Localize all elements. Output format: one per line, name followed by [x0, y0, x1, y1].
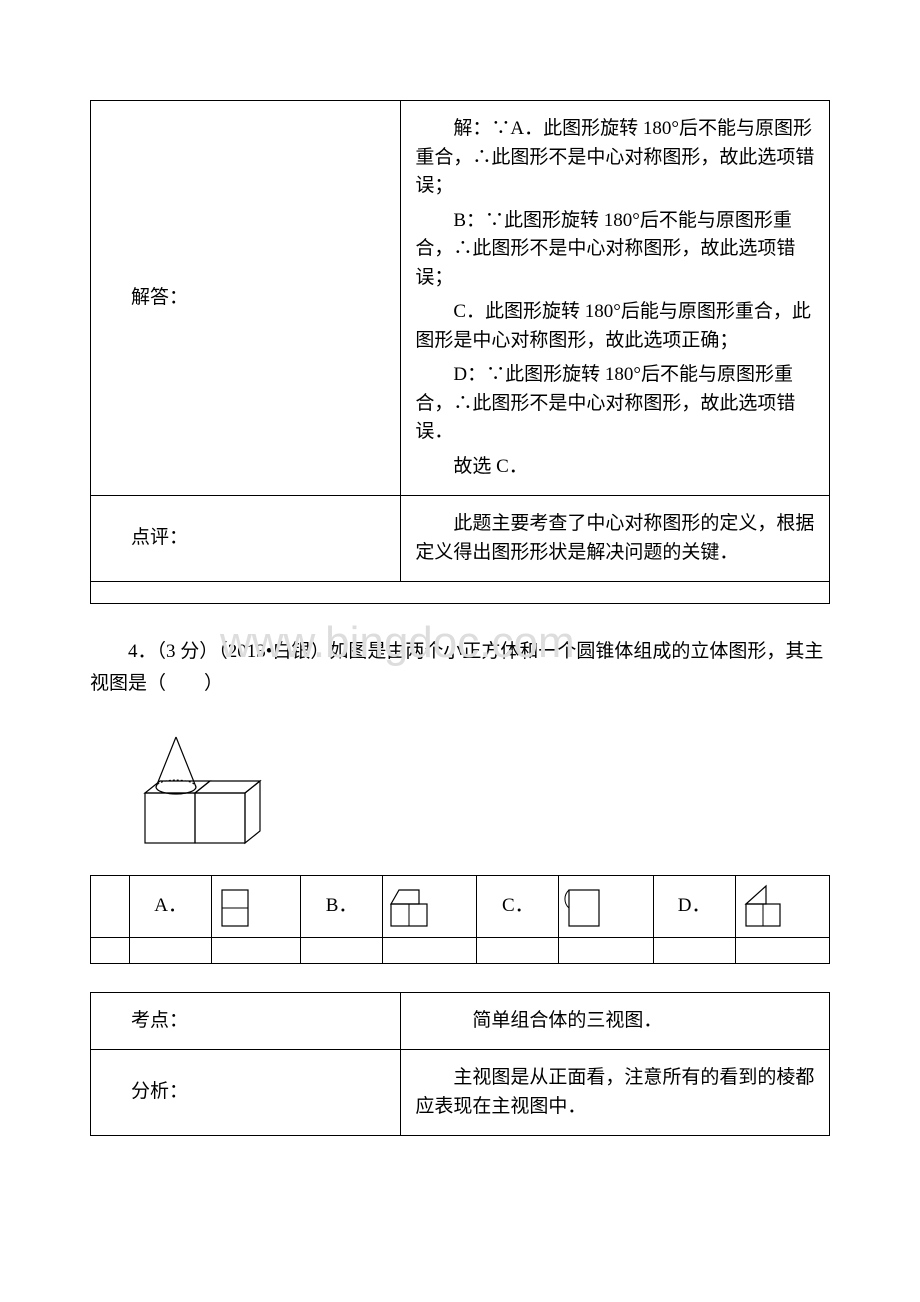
option-d-shape: [735, 875, 829, 937]
option-d-label: D．: [653, 875, 735, 937]
empty-cell: [653, 937, 735, 963]
answer-conclusion: 故选 C．: [415, 453, 815, 482]
empty-cell: [91, 937, 130, 963]
answer-para-c: C．此图形旋转 180°后能与原图形重合，此图形是中心对称图形，故此选项正确；: [415, 298, 815, 355]
empty-cell: [735, 937, 829, 963]
table-row: 解答： 解：∵A．此图形旋转 180°后不能与原图形重合，∴此图形不是中心对称图…: [91, 101, 830, 496]
table-row: A． B． C． D．: [91, 875, 830, 937]
option-c-shape: [559, 875, 653, 937]
empty-cell: [559, 937, 653, 963]
option-b-label: B．: [301, 875, 383, 937]
table-row: [91, 582, 830, 604]
row-content: 此题主要考查了中心对称图形的定义，根据定义得出图形形状是解决问题的关键．: [401, 496, 830, 582]
watermark-text: www.bingdoc.com: [220, 610, 575, 676]
row-label: 考点：: [91, 992, 401, 1050]
answer-para-b: B：∵此图形旋转 180°后不能与原图形重合，∴此图形不是中心对称图形，故此选项…: [415, 207, 815, 293]
option-b-shape: [383, 875, 477, 937]
empty-cell: [91, 582, 830, 604]
options-table: A． B． C． D．: [90, 875, 830, 964]
table-row: [91, 937, 830, 963]
empty-cell: [301, 937, 383, 963]
empty-cell: [383, 937, 477, 963]
table-row: 考点： 简单组合体的三视图．: [91, 992, 830, 1050]
empty-cell: [130, 937, 212, 963]
option-a-label: A．: [130, 875, 212, 937]
answer-para-d: D：∵此图形旋转 180°后不能与原图形重合，∴此图形不是中心对称图形，故此选项…: [415, 361, 815, 447]
row-label: 分析：: [91, 1050, 401, 1136]
option-a-shape: [212, 875, 301, 937]
table-row: 分析： 主视图是从正面看，注意所有的看到的棱都应表现在主视图中．: [91, 1050, 830, 1136]
comment-text: 此题主要考查了中心对称图形的定义，根据定义得出图形形状是解决问题的关键．: [415, 510, 815, 567]
topic-text: 简单组合体的三视图．: [415, 1007, 815, 1036]
row-label: 解答：: [91, 101, 401, 496]
row-content: 简单组合体的三视图．: [401, 992, 830, 1050]
row-label: 点评：: [91, 496, 401, 582]
empty-cell: [91, 875, 130, 937]
option-c-label: C．: [477, 875, 559, 937]
row-content: 主视图是从正面看，注意所有的看到的棱都应表现在主视图中．: [401, 1050, 830, 1136]
figure-3d-solid: [120, 723, 830, 853]
analysis-text: 主视图是从正面看，注意所有的看到的棱都应表现在主视图中．: [415, 1064, 815, 1121]
table-row: 点评： 此题主要考查了中心对称图形的定义，根据定义得出图形形状是解决问题的关键．: [91, 496, 830, 582]
empty-cell: [477, 937, 559, 963]
solution-table-1: 解答： 解：∵A．此图形旋转 180°后不能与原图形重合，∴此图形不是中心对称图…: [90, 100, 830, 604]
solution-table-2: 考点： 简单组合体的三视图． 分析： 主视图是从正面看，注意所有的看到的棱都应表…: [90, 992, 830, 1137]
row-content: 解：∵A．此图形旋转 180°后不能与原图形重合，∴此图形不是中心对称图形，故此…: [401, 101, 830, 496]
answer-para-a: 解：∵A．此图形旋转 180°后不能与原图形重合，∴此图形不是中心对称图形，故此…: [415, 115, 815, 201]
empty-cell: [212, 937, 301, 963]
